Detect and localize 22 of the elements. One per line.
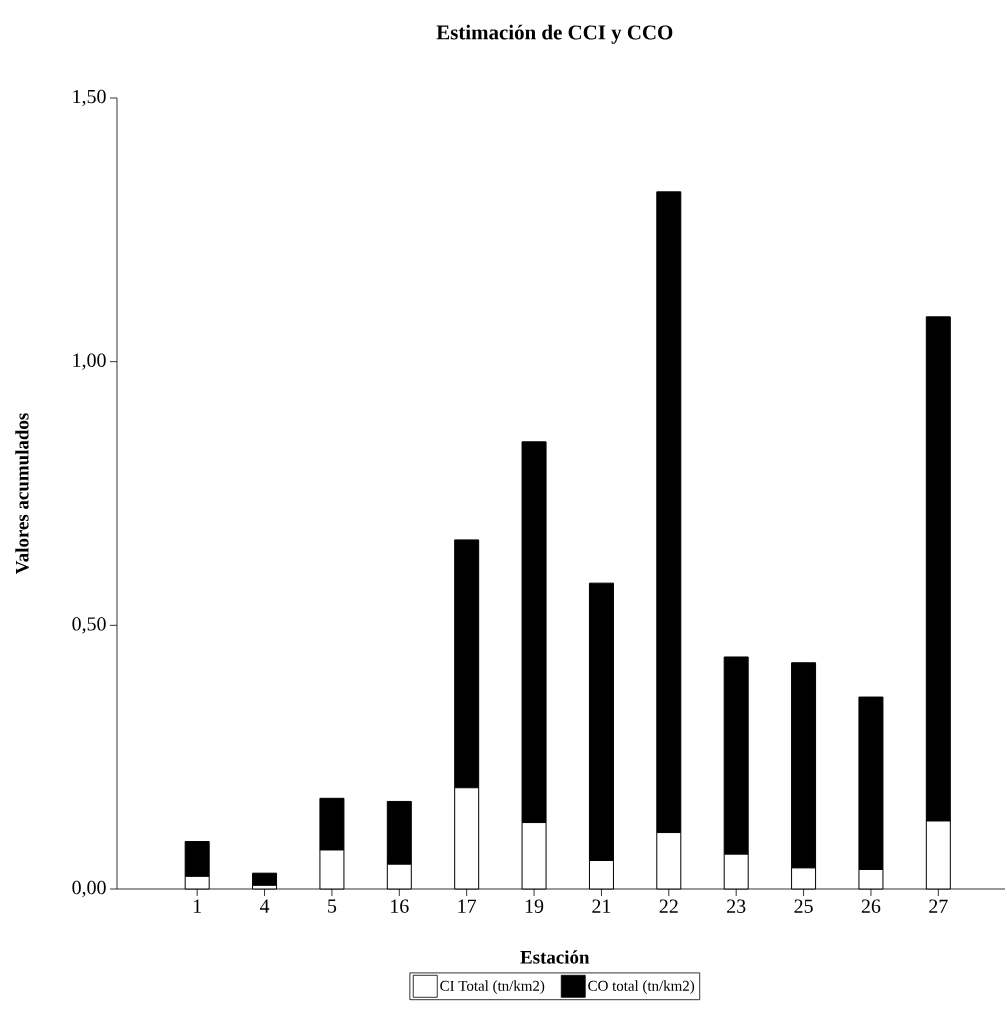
y-tick-label: 0,00 bbox=[72, 880, 106, 898]
chart-title: Estimación de CCI y CCO bbox=[436, 24, 673, 44]
x-tick-label: 25 bbox=[794, 899, 813, 913]
y-tick-label: 0,50 bbox=[72, 617, 106, 634]
legend-label: CO total (tn/km2) bbox=[588, 980, 695, 994]
x-tick-label: 22 bbox=[659, 899, 678, 913]
y-tick-label: 1,50 bbox=[73, 89, 106, 107]
x-tick-label: 26 bbox=[861, 899, 881, 913]
y-axis-title: Valores acumulados bbox=[15, 413, 29, 574]
x-tick-label: 23 bbox=[727, 899, 746, 913]
x-tick-label: 17 bbox=[458, 899, 477, 913]
x-axis-title: Estación bbox=[520, 950, 590, 964]
legend-label: CI Total (tn/km2) bbox=[440, 980, 545, 994]
y-tick-label: 1,00 bbox=[73, 353, 106, 370]
x-tick-label: 16 bbox=[391, 899, 409, 913]
x-tick-label: 21 bbox=[592, 899, 611, 913]
x-tick-label: 19 bbox=[525, 899, 544, 913]
x-tick-label: 5 bbox=[328, 899, 337, 913]
x-tick-label: 1 bbox=[193, 899, 201, 913]
x-tick-label: 4 bbox=[259, 899, 270, 913]
bar bbox=[252, 872, 278, 886]
x-tick-label: 27 bbox=[929, 899, 948, 913]
